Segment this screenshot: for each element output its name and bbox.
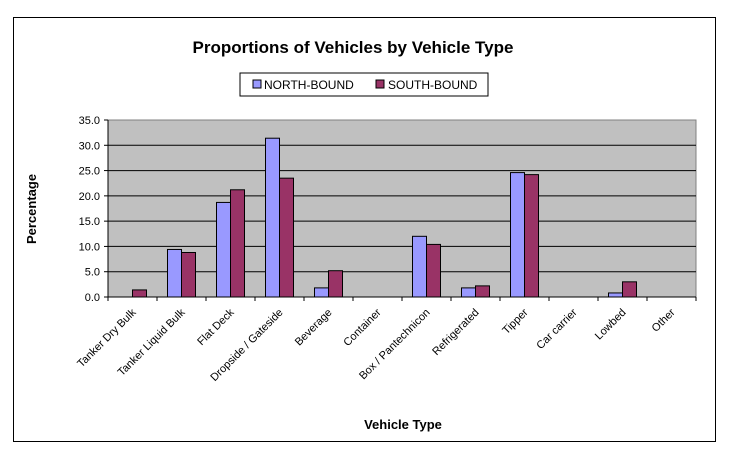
y-tick-label: 20.0 bbox=[79, 191, 100, 203]
bar-north-bound bbox=[608, 292, 623, 298]
bar-north-bound bbox=[510, 172, 525, 298]
x-tick-label: Lowbed bbox=[593, 307, 629, 343]
bar-north-bound bbox=[265, 137, 280, 298]
legend-label-north: NORTH-BOUND bbox=[264, 78, 354, 92]
bar-north-bound bbox=[216, 201, 231, 298]
y-tick-label: 15.0 bbox=[79, 216, 100, 228]
y-tick-label: 30.0 bbox=[79, 140, 100, 152]
bar-south-bound bbox=[475, 285, 490, 298]
bar-north-bound bbox=[314, 287, 329, 298]
y-tick-label: 25.0 bbox=[79, 166, 100, 178]
x-tick-label: Flat Deck bbox=[195, 306, 237, 348]
bar-south-bound bbox=[524, 174, 539, 298]
x-tick-label: Beverage bbox=[293, 307, 335, 349]
y-tick-label: 5.0 bbox=[85, 267, 100, 279]
bar-south-bound bbox=[279, 177, 294, 298]
legend-label-south: SOUTH-BOUND bbox=[388, 78, 478, 92]
x-axis-label: Vehicle Type bbox=[364, 417, 442, 432]
chart-title: Proportions of Vehicles by Vehicle Type bbox=[193, 38, 514, 57]
bars bbox=[132, 137, 637, 298]
y-tick-label: 35.0 bbox=[79, 115, 100, 127]
bar-south-bound bbox=[181, 251, 196, 298]
legend-box bbox=[239, 72, 489, 97]
gridlines bbox=[108, 144, 696, 273]
plot-area bbox=[107, 119, 697, 298]
y-axis: 0.0 5.0 10.0 15.0 20.0 25.0 30.0 35.0 bbox=[79, 115, 109, 304]
legend-swatch-north bbox=[252, 79, 262, 89]
bar-north-bound bbox=[412, 235, 427, 298]
x-tick-label: Container bbox=[341, 306, 383, 348]
bar-south-bound bbox=[328, 270, 343, 298]
bar-south-bound bbox=[622, 281, 637, 298]
x-tick-label: Car carrier bbox=[534, 306, 579, 351]
x-tick-label: Refrigerated bbox=[430, 307, 481, 358]
bar-chart: Proportions of Vehicles by Vehicle Type … bbox=[24, 38, 697, 432]
bar-south-bound bbox=[426, 243, 441, 298]
y-axis-label: Percentage bbox=[24, 174, 39, 244]
chart-frame: Proportions of Vehicles by Vehicle Type … bbox=[13, 17, 716, 442]
legend: NORTH-BOUND SOUTH-BOUND bbox=[239, 72, 489, 97]
bar-north-bound bbox=[461, 287, 476, 298]
x-tick-label: Tipper bbox=[500, 306, 530, 336]
y-tick-label: 10.0 bbox=[79, 241, 100, 253]
legend-swatch-south bbox=[375, 79, 385, 89]
bar-south-bound bbox=[132, 289, 147, 298]
x-tick-label: Other bbox=[650, 306, 678, 334]
bar-south-bound bbox=[230, 189, 245, 298]
y-tick-label: 0.0 bbox=[85, 292, 100, 304]
bar-north-bound bbox=[167, 248, 182, 298]
